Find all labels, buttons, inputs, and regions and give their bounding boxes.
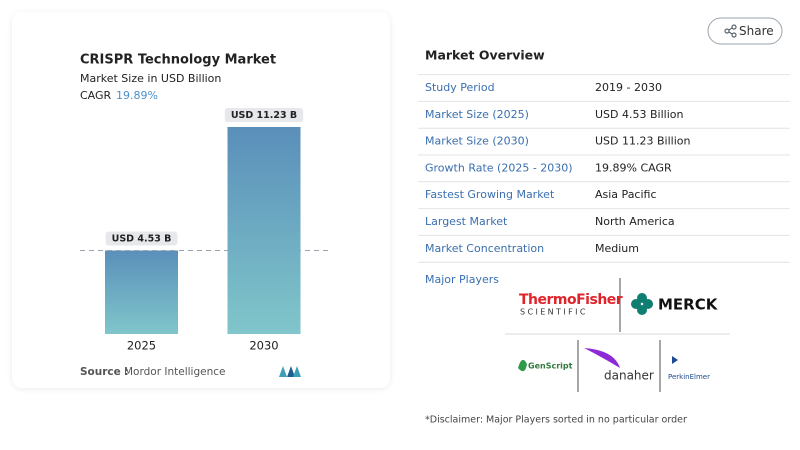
value-label-bg [224,108,304,122]
logo-perkinelmer: PerkinElmer [668,373,710,381]
chart: CRISPR Technology Market Market Size in … [80,53,328,378]
share-label[interactable]: Share [739,24,774,38]
x-tick-label: 2030 [249,339,278,353]
logo-shapes [518,293,678,372]
row-label: Market Size (2030) [425,135,529,148]
row-label: Market Concentration [425,242,544,255]
logo-thermofisher-sub: SCIENTIFIC [520,308,588,317]
source-logo [279,366,301,377]
row-value: Medium [595,242,639,255]
cagr-value: 19.89% [116,89,158,102]
row-value: USD 4.53 Billion [595,108,683,121]
chart-title: CRISPR Technology Market [80,53,276,68]
row-label: Largest Market [425,215,508,228]
share-icon [724,24,737,38]
logo-merck: MERCK [658,296,719,314]
source-label: Source : [80,366,129,378]
value-label-bg [105,231,178,246]
logo-danaher: danaher [604,369,654,383]
row-label: Study Period [425,81,495,94]
overview-table: Study Period 2019 - 2030 Market Size (2025… [418,74,790,263]
overview-title: Market Overview [425,48,545,63]
row-value: Asia Pacific [595,188,657,201]
disclaimer: *Disclaimer: Major Players sorted in no … [425,415,687,426]
players-title: Major Players [425,273,499,286]
row-value: 2019 - 2030 [595,81,662,94]
logo-thermofisher: ThermoFisher [519,292,623,308]
row-label: Fastest Growing Market [425,188,555,201]
logo-genscript: GenScript [528,362,573,371]
cagr-label: CAGR [80,89,112,102]
source: Mordor Intelligence [124,366,225,378]
row-label: Market Size (2025) [425,108,529,121]
share-button[interactable]: Share [707,17,783,45]
row-value: USD 11.23 Billion [595,135,690,148]
row-value: 19.89% CAGR [595,161,672,174]
value-label: USD 11.23 B [231,110,297,121]
chart-subtitle: Market Size in USD Billion [80,72,221,85]
row-label: Growth Rate (2025 - 2030) [425,161,573,174]
row-value: North America [595,215,675,228]
bar [227,127,301,334]
logo-grid [505,278,730,392]
x-tick-label: 2025 [127,339,156,353]
share-button-frame[interactable] [707,17,783,45]
value-label: USD 4.53 B [112,233,172,244]
chart-card [12,12,390,388]
bar [105,250,178,334]
